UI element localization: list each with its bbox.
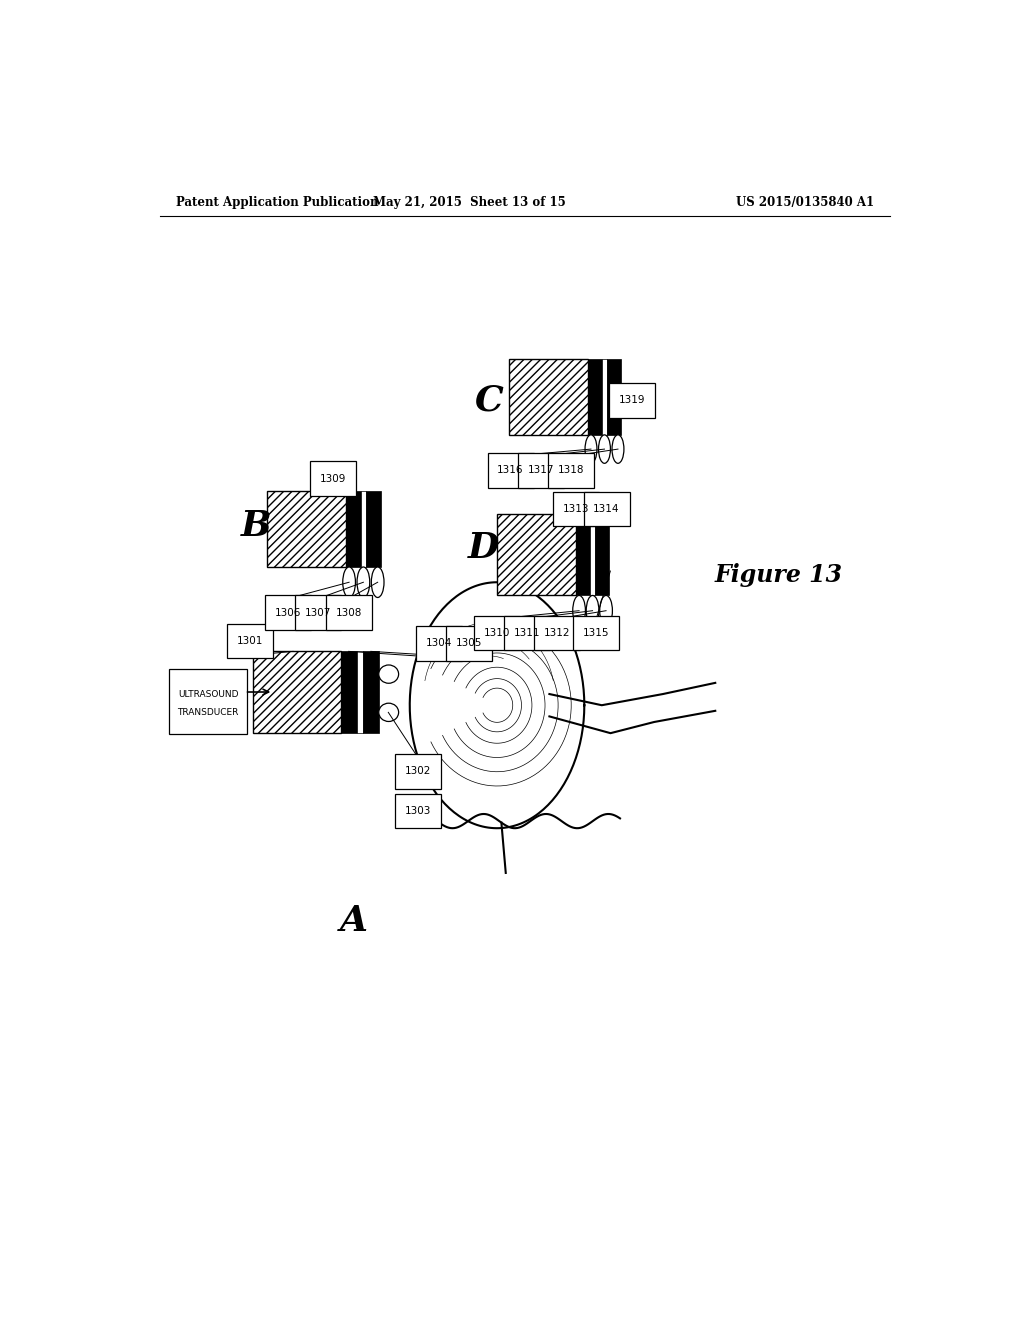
Ellipse shape — [612, 434, 624, 463]
FancyBboxPatch shape — [518, 453, 563, 487]
Text: 1316: 1316 — [498, 466, 523, 475]
Text: 1302: 1302 — [404, 767, 431, 776]
FancyBboxPatch shape — [265, 595, 311, 630]
FancyBboxPatch shape — [553, 492, 599, 527]
Bar — [509, 359, 588, 434]
Text: 1309: 1309 — [319, 474, 346, 483]
Text: D: D — [468, 531, 500, 565]
FancyBboxPatch shape — [296, 595, 341, 630]
Bar — [341, 651, 356, 733]
Text: TRANSDUCER: TRANSDUCER — [177, 709, 239, 718]
Text: 1303: 1303 — [404, 807, 431, 816]
FancyBboxPatch shape — [394, 793, 440, 828]
FancyBboxPatch shape — [394, 754, 440, 788]
Text: 1304: 1304 — [426, 639, 453, 648]
FancyBboxPatch shape — [416, 626, 462, 660]
Ellipse shape — [598, 434, 610, 463]
Bar — [607, 359, 621, 434]
FancyBboxPatch shape — [309, 461, 355, 496]
Text: C: C — [475, 383, 504, 417]
Ellipse shape — [379, 704, 398, 722]
Text: 1307: 1307 — [305, 607, 332, 618]
Text: 1315: 1315 — [583, 628, 609, 638]
Text: 1306: 1306 — [275, 607, 301, 618]
Text: US 2015/0135840 A1: US 2015/0135840 A1 — [736, 195, 873, 209]
FancyBboxPatch shape — [227, 624, 273, 659]
FancyBboxPatch shape — [535, 615, 581, 651]
Ellipse shape — [585, 434, 597, 463]
Bar — [360, 491, 367, 568]
Bar — [267, 491, 346, 568]
Bar — [602, 359, 607, 434]
Text: May 21, 2015  Sheet 13 of 15: May 21, 2015 Sheet 13 of 15 — [373, 195, 565, 209]
Bar — [595, 515, 608, 595]
Bar — [356, 651, 362, 733]
Text: Figure 13: Figure 13 — [715, 564, 843, 587]
Bar — [497, 515, 577, 595]
FancyBboxPatch shape — [487, 453, 534, 487]
Bar — [362, 651, 379, 733]
Text: ULTRASOUND: ULTRASOUND — [178, 689, 239, 698]
FancyBboxPatch shape — [584, 492, 630, 527]
FancyBboxPatch shape — [548, 453, 594, 487]
Ellipse shape — [357, 568, 370, 598]
FancyBboxPatch shape — [326, 595, 372, 630]
Bar — [346, 491, 360, 568]
Text: 1310: 1310 — [483, 628, 510, 638]
Text: A: A — [340, 904, 369, 937]
Text: 1301: 1301 — [237, 636, 263, 647]
Ellipse shape — [600, 595, 612, 626]
Ellipse shape — [572, 595, 586, 626]
FancyBboxPatch shape — [573, 615, 620, 651]
Text: 1313: 1313 — [563, 504, 590, 513]
Polygon shape — [410, 582, 585, 828]
Bar — [590, 515, 595, 595]
Text: B: B — [242, 510, 271, 544]
Ellipse shape — [343, 568, 355, 598]
Text: 1317: 1317 — [527, 466, 554, 475]
Text: 1305: 1305 — [456, 639, 482, 648]
Text: 1318: 1318 — [558, 466, 584, 475]
Ellipse shape — [586, 595, 599, 626]
Text: 1319: 1319 — [618, 395, 645, 405]
Ellipse shape — [372, 568, 384, 598]
Bar — [367, 491, 381, 568]
FancyBboxPatch shape — [474, 615, 520, 651]
FancyBboxPatch shape — [169, 669, 247, 734]
Ellipse shape — [379, 665, 398, 684]
Bar — [588, 359, 602, 434]
FancyBboxPatch shape — [609, 383, 655, 417]
FancyBboxPatch shape — [446, 626, 493, 660]
Text: 1311: 1311 — [514, 628, 541, 638]
Bar — [577, 515, 590, 595]
Text: 1308: 1308 — [336, 607, 361, 618]
Text: 1312: 1312 — [544, 628, 570, 638]
Text: 1314: 1314 — [593, 504, 620, 513]
FancyBboxPatch shape — [504, 615, 550, 651]
Bar — [253, 651, 341, 733]
Text: Patent Application Publication: Patent Application Publication — [176, 195, 378, 209]
